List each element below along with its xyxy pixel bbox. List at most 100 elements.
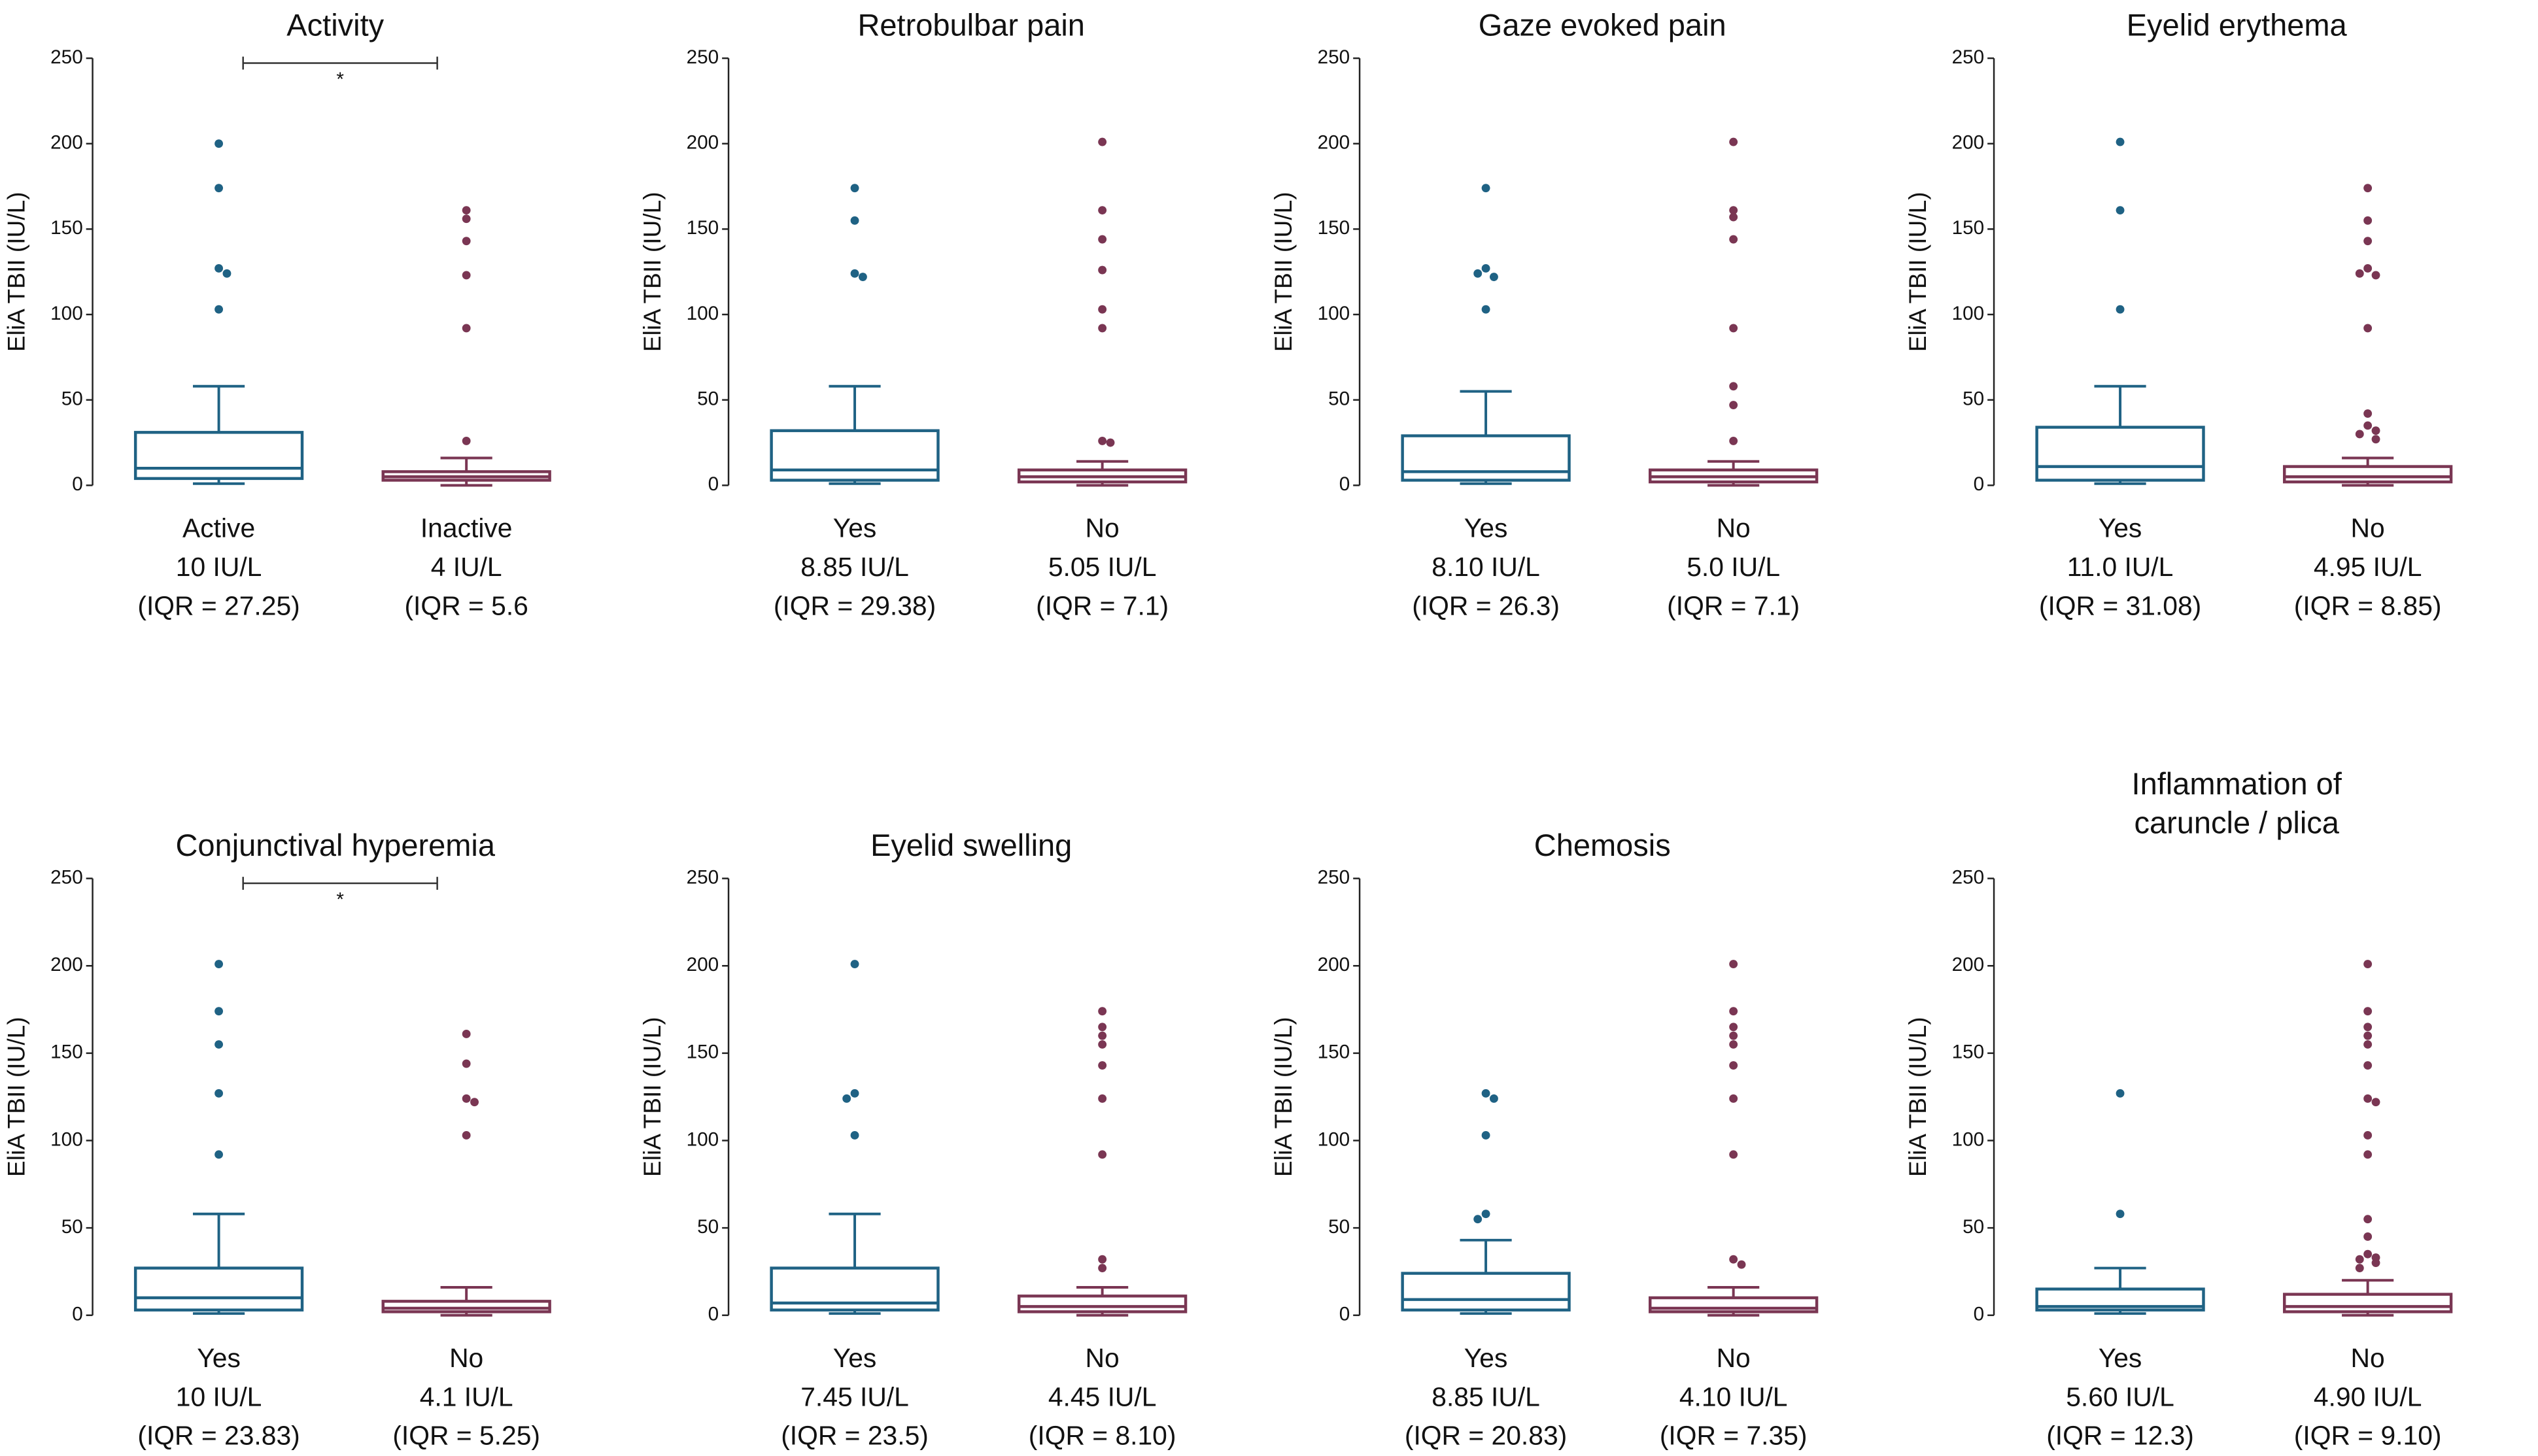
outlier — [1098, 436, 1107, 445]
y-tick-label: 150 — [1952, 217, 1985, 239]
outlier — [1490, 1094, 1498, 1103]
y-tick-label: 250 — [50, 866, 83, 888]
chart-title: Inflammation of — [2132, 766, 2342, 801]
outlier — [2116, 1210, 2125, 1219]
iqr-label: (IQR = 8.85) — [2294, 590, 2442, 620]
y-tick-label: 0 — [72, 1304, 83, 1325]
outlier — [1729, 1150, 1738, 1159]
outlier — [1098, 206, 1107, 215]
x-tick-label: No — [449, 1343, 483, 1373]
outlier — [2363, 1031, 2373, 1040]
outlier — [214, 1007, 224, 1016]
outlier — [462, 324, 471, 333]
outlier — [1481, 1210, 1490, 1219]
y-tick-label: 0 — [1339, 1304, 1350, 1325]
iqr-label: (IQR = 20.83) — [1405, 1421, 1567, 1451]
outlier — [2363, 1061, 2373, 1070]
outlier — [2363, 324, 2373, 333]
outlier — [2116, 206, 2125, 215]
y-tick-label: 200 — [50, 954, 83, 975]
outlier — [2116, 137, 2125, 146]
y-tick-label: 200 — [50, 132, 83, 154]
y-tick-label: 50 — [1328, 1216, 1350, 1238]
outlier — [462, 1030, 471, 1038]
y-tick-label: 200 — [1952, 954, 1985, 975]
outlier — [462, 271, 471, 280]
outlier — [1481, 184, 1490, 193]
chart-title: Gaze evoked pain — [1479, 7, 1726, 42]
y-axis-label: EliA TBII (IU/L) — [1269, 192, 1297, 352]
outlier — [2116, 305, 2125, 314]
median-label: 4.95 IU/L — [2314, 552, 2422, 582]
box — [133, 1266, 304, 1312]
chart-title: Retrobulbar pain — [857, 7, 1084, 42]
x-tick-label: Yes — [2099, 1343, 2142, 1373]
chart-title: Activity — [286, 7, 384, 42]
x-tick-label: Yes — [2099, 513, 2142, 543]
y-tick-label: 50 — [697, 388, 719, 410]
outlier — [1098, 305, 1107, 314]
outlier — [2363, 1040, 2373, 1049]
outlier — [2355, 430, 2364, 439]
y-tick-label: 150 — [50, 217, 83, 239]
x-tick-label: No — [1717, 1343, 1751, 1373]
x-tick-label: Inactive — [420, 513, 513, 543]
outlier — [1098, 265, 1107, 275]
outlier — [850, 184, 859, 193]
y-axis-label: EliA TBII (IU/L) — [638, 192, 666, 352]
outlier — [1098, 1094, 1107, 1103]
y-tick-label: 100 — [687, 303, 719, 324]
outlier — [462, 1094, 471, 1103]
panel: Gaze evoked pain 0 50 100 150 200 250 EliA TBII… — [1269, 7, 1819, 620]
outlier — [1729, 960, 1738, 969]
outlier — [2371, 426, 2380, 435]
y-tick-label: 50 — [1963, 388, 1984, 410]
iqr-label: (IQR = 7.1) — [1667, 590, 1800, 620]
outlier — [1098, 1007, 1107, 1016]
iqr-label: (IQR = 9.10) — [2294, 1421, 2442, 1451]
y-axis-label: EliA TBII (IU/L) — [3, 1017, 30, 1177]
y-tick-label: 200 — [1952, 132, 1985, 154]
y-tick-label: 150 — [50, 1041, 83, 1063]
x-tick-label: No — [1086, 1343, 1120, 1373]
panel: Activity 0 50 100 150 200 250 EliA TBII (IU/L) A… — [3, 7, 551, 620]
y-tick-label: 0 — [708, 1304, 719, 1325]
outlier — [2363, 421, 2373, 430]
x-tick-label: No — [2351, 513, 2385, 543]
outlier — [1473, 1215, 1483, 1224]
y-tick-label: 250 — [1318, 866, 1350, 888]
outlier — [1729, 1007, 1738, 1016]
outlier — [1098, 1061, 1107, 1070]
outlier — [2363, 409, 2373, 418]
outlier — [462, 206, 471, 215]
y-tick-label: 150 — [1952, 1041, 1985, 1063]
outlier — [2363, 264, 2373, 273]
outlier — [1098, 324, 1107, 333]
box — [133, 431, 304, 481]
outlier — [2355, 1264, 2364, 1273]
x-tick-label: Yes — [1464, 1343, 1508, 1373]
y-tick-label: 250 — [1318, 46, 1350, 68]
outlier — [2363, 1215, 2373, 1224]
y-tick-label: 0 — [1339, 473, 1350, 495]
outlier — [1729, 206, 1738, 215]
outlier — [1481, 1089, 1490, 1098]
panel: Eyelid swelling 0 50 100 150 200 250 EliA TBII … — [638, 828, 1188, 1451]
iqr-label: (IQR = 5.6 — [404, 590, 528, 620]
median-label: 4.90 IU/L — [2314, 1381, 2422, 1412]
outlier — [1098, 1040, 1107, 1049]
median-label: 8.85 IU/L — [800, 552, 909, 582]
outlier — [462, 237, 471, 246]
box — [770, 429, 940, 482]
iqr-label: (IQR = 31.08) — [2039, 590, 2201, 620]
y-tick-label: 100 — [1952, 1128, 1985, 1150]
chart-title: Conjunctival hyperemia — [175, 828, 495, 862]
x-tick-label: Yes — [1464, 513, 1508, 543]
median-label: 10 IU/L — [176, 1381, 262, 1412]
panel: Eyelid erythema 0 50 100 150 200 250 EliA TBII … — [1904, 7, 2453, 620]
outlier — [1106, 438, 1115, 447]
outlier — [1729, 1031, 1738, 1040]
y-tick-label: 250 — [50, 46, 83, 68]
outlier — [214, 1089, 224, 1098]
